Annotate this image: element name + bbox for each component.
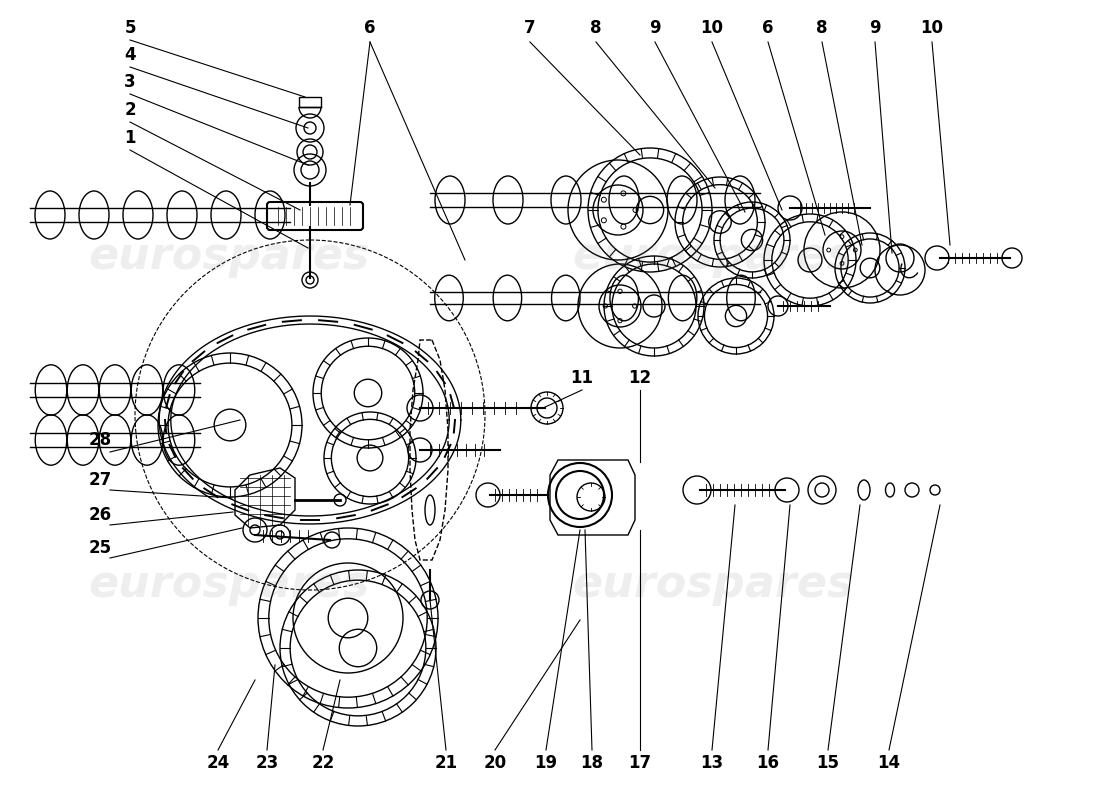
Text: 22: 22 (311, 754, 334, 772)
Text: 16: 16 (757, 754, 780, 772)
Text: 20: 20 (483, 754, 507, 772)
Text: 5: 5 (124, 19, 135, 37)
Text: eurospares: eurospares (88, 234, 370, 278)
Text: 18: 18 (581, 754, 604, 772)
Text: 28: 28 (88, 431, 111, 449)
Text: 11: 11 (571, 369, 594, 387)
Text: 27: 27 (88, 471, 111, 489)
Text: 10: 10 (921, 19, 944, 37)
Bar (299, 97, 321, 107)
Text: 4: 4 (124, 46, 135, 64)
Text: 8: 8 (591, 19, 602, 37)
Text: 14: 14 (878, 754, 901, 772)
Text: 15: 15 (816, 754, 839, 772)
Text: 9: 9 (869, 19, 881, 37)
Text: 9: 9 (649, 19, 661, 37)
Text: 21: 21 (434, 754, 458, 772)
Text: 3: 3 (124, 73, 135, 91)
Text: eurospares: eurospares (572, 234, 854, 278)
Text: 12: 12 (628, 369, 651, 387)
Text: 2: 2 (124, 101, 135, 119)
Text: 8: 8 (816, 19, 827, 37)
Text: 6: 6 (364, 19, 376, 37)
Text: 10: 10 (701, 19, 724, 37)
Text: 13: 13 (701, 754, 724, 772)
Text: eurospares: eurospares (88, 562, 370, 606)
Text: 7: 7 (525, 19, 536, 37)
Text: 25: 25 (88, 539, 111, 557)
Text: 23: 23 (255, 754, 278, 772)
Text: 1: 1 (124, 129, 135, 147)
Text: 6: 6 (762, 19, 773, 37)
Text: 19: 19 (535, 754, 558, 772)
Text: 24: 24 (207, 754, 230, 772)
Text: 26: 26 (88, 506, 111, 524)
Text: 17: 17 (628, 754, 651, 772)
Text: eurospares: eurospares (572, 562, 854, 606)
